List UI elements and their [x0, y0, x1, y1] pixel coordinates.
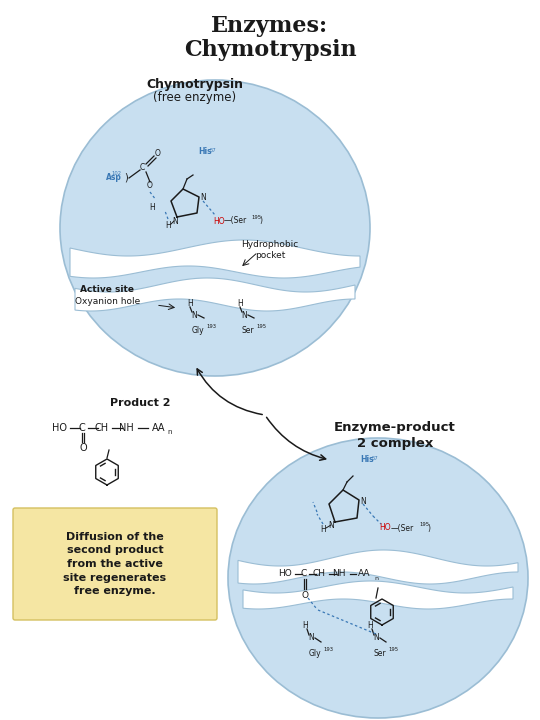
Text: 102: 102	[112, 171, 122, 176]
Text: —(Ser: —(Ser	[391, 523, 414, 533]
Text: CH: CH	[313, 570, 326, 578]
Text: H: H	[237, 300, 243, 308]
Text: HO: HO	[278, 570, 292, 578]
Text: H: H	[367, 621, 373, 631]
Text: 193: 193	[323, 647, 333, 652]
Text: 195: 195	[256, 324, 266, 329]
Text: C: C	[79, 423, 85, 433]
Text: N: N	[360, 497, 366, 505]
Text: Product 2: Product 2	[110, 398, 170, 408]
Text: Hydrophobic: Hydrophobic	[241, 240, 299, 249]
Text: Ser: Ser	[374, 649, 387, 658]
Text: 195: 195	[419, 522, 429, 527]
Text: His: His	[360, 456, 374, 464]
Text: ): )	[124, 173, 128, 183]
Text: N: N	[200, 194, 206, 202]
Text: 195: 195	[251, 215, 261, 220]
Text: 57: 57	[210, 148, 217, 153]
Text: 57: 57	[372, 456, 379, 461]
Text: N: N	[241, 310, 247, 320]
Text: C: C	[301, 570, 307, 578]
Text: ): )	[427, 523, 430, 533]
Text: 195: 195	[388, 647, 398, 652]
Text: N: N	[373, 634, 379, 642]
Text: NH: NH	[332, 570, 346, 578]
Polygon shape	[70, 240, 360, 278]
Text: N: N	[172, 217, 178, 227]
Text: Asp: Asp	[106, 174, 122, 182]
Text: H: H	[320, 526, 326, 534]
Text: N: N	[328, 521, 334, 531]
Text: n: n	[167, 429, 172, 435]
Text: HO: HO	[379, 523, 390, 533]
Text: 193: 193	[206, 324, 216, 329]
Text: Diffusion of the
second product
from the active
site regenerates
free enzyme.: Diffusion of the second product from the…	[63, 532, 166, 596]
Text: n: n	[374, 575, 378, 580]
FancyBboxPatch shape	[13, 508, 217, 620]
Text: AA: AA	[152, 423, 165, 433]
Text: H: H	[302, 621, 308, 631]
Text: Gly: Gly	[309, 649, 322, 658]
Text: O: O	[79, 443, 87, 453]
Text: Enzyme-product: Enzyme-product	[334, 421, 456, 434]
Text: O: O	[301, 590, 308, 600]
Text: HO: HO	[213, 217, 225, 225]
Text: Enzymes:: Enzymes:	[212, 15, 328, 37]
Text: N: N	[308, 634, 314, 642]
Text: His: His	[198, 148, 212, 156]
Text: Chymotrypsin: Chymotrypsin	[146, 78, 244, 91]
Text: NH: NH	[119, 423, 133, 433]
Text: N: N	[191, 310, 197, 320]
Text: 2 complex: 2 complex	[357, 436, 433, 449]
Text: C: C	[139, 163, 145, 173]
Text: Chymotrypsin: Chymotrypsin	[184, 39, 356, 61]
Polygon shape	[238, 550, 518, 584]
Ellipse shape	[228, 438, 528, 718]
Text: Active site: Active site	[80, 286, 134, 294]
Text: Oxyanion hole: Oxyanion hole	[75, 297, 140, 307]
Text: (free enzyme): (free enzyme)	[153, 91, 237, 104]
Text: CH: CH	[95, 423, 109, 433]
Text: HO: HO	[52, 423, 67, 433]
Text: Ser: Ser	[242, 326, 255, 335]
Text: O: O	[155, 150, 161, 158]
Text: ): )	[259, 217, 262, 225]
Text: Gly: Gly	[192, 326, 205, 335]
Text: H: H	[187, 300, 193, 308]
Text: —(Ser: —(Ser	[224, 217, 247, 225]
Text: H: H	[149, 204, 155, 212]
Text: AA: AA	[358, 570, 370, 578]
Text: pocket: pocket	[255, 251, 285, 260]
Ellipse shape	[60, 80, 370, 376]
Text: O: O	[147, 181, 153, 191]
Polygon shape	[75, 278, 355, 311]
Polygon shape	[243, 581, 513, 609]
Text: H: H	[165, 220, 171, 230]
